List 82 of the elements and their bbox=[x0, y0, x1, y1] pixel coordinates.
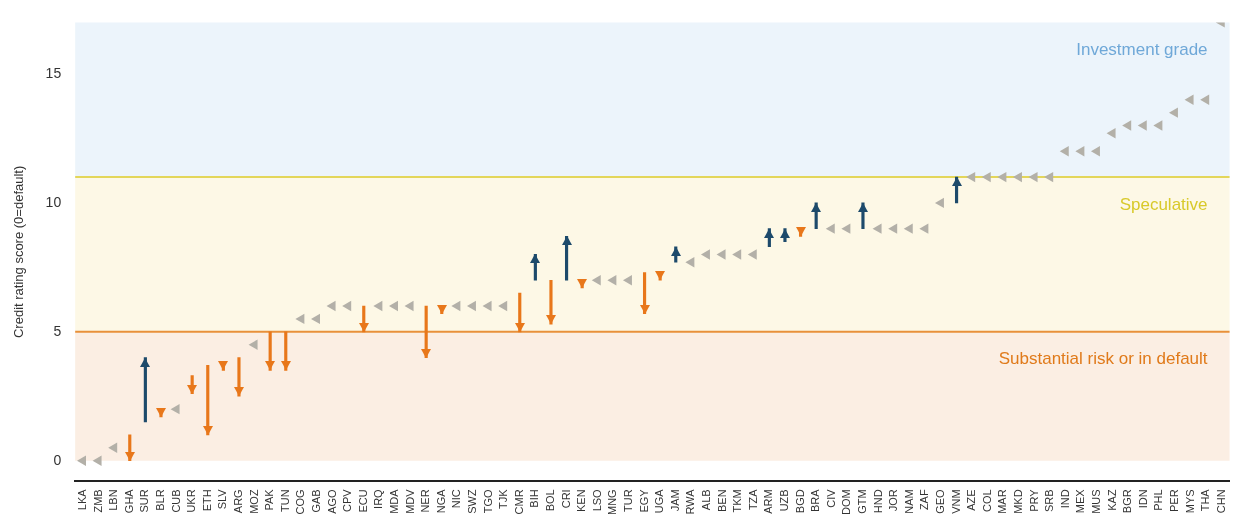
x-tick-label: GAB bbox=[310, 489, 322, 513]
x-tick-label: SWZ bbox=[466, 489, 478, 514]
x-tick-label: CUB bbox=[169, 489, 182, 513]
x-tick-label: AGO bbox=[325, 488, 338, 514]
x-tick-label: BRA bbox=[809, 488, 822, 512]
x-tick-label: GEO bbox=[933, 488, 946, 514]
x-tick-label: JAM bbox=[668, 489, 681, 512]
x-tick-label: TJK bbox=[497, 488, 510, 509]
x-tick-label: ECU bbox=[356, 489, 369, 513]
x-tick-label: ZAF bbox=[918, 489, 931, 511]
x-tick-label: VNM bbox=[949, 489, 962, 514]
x-tick-label: MEX bbox=[1074, 488, 1087, 514]
x-tick-label: IDN bbox=[1136, 489, 1149, 509]
x-tick-label: PAK bbox=[263, 488, 276, 511]
x-tick-label: ALB bbox=[700, 489, 712, 511]
x-tick-label: BEN bbox=[715, 489, 728, 512]
x-tick-label: UKR bbox=[185, 489, 198, 513]
y-tick-label: 10 bbox=[45, 193, 62, 210]
x-tick-label: KEN bbox=[575, 489, 588, 512]
x-tick-label: SLV bbox=[216, 488, 229, 510]
x-tick-label: CPV bbox=[341, 488, 354, 512]
x-tick-label: TUN bbox=[278, 489, 291, 512]
x-tick-label: NER bbox=[419, 489, 432, 513]
x-tick-label: NGA bbox=[434, 488, 447, 514]
x-tick-label: PHL bbox=[1152, 489, 1165, 511]
y-axis-title: Credit rating score (0=default) bbox=[11, 165, 27, 339]
x-tick-label: SRB bbox=[1043, 489, 1056, 512]
x-tick-label: SUR bbox=[138, 489, 151, 513]
x-tick-label: BGD bbox=[793, 489, 806, 514]
x-tick-label: UGA bbox=[653, 488, 666, 514]
x-tick-label: PER bbox=[1167, 489, 1180, 512]
x-tick-label: GHA bbox=[122, 488, 135, 514]
x-tick-label: MUS bbox=[1089, 489, 1102, 514]
x-tick-label: RWA bbox=[684, 488, 697, 515]
x-tick-label: JOR bbox=[887, 489, 900, 512]
x-tick-label: HND bbox=[871, 489, 884, 514]
x-tick-label: LSO bbox=[590, 488, 603, 512]
x-tick-label: UZB bbox=[778, 489, 790, 512]
x-tick-label: MDA bbox=[388, 488, 400, 514]
x-tick-label: GTM bbox=[855, 489, 868, 514]
y-tick-label: 5 bbox=[53, 322, 62, 339]
x-tick-label: BIH bbox=[528, 489, 541, 508]
x-tick-label: COL bbox=[980, 489, 993, 512]
x-tick-label: MKD bbox=[1011, 489, 1024, 514]
x-tick-label: MNG bbox=[606, 489, 619, 516]
x-tick-label: TGO bbox=[481, 488, 494, 514]
x-tick-label: CMR bbox=[512, 489, 525, 515]
x-tick-label: NAM bbox=[902, 489, 915, 514]
x-tick-label: MAR bbox=[996, 489, 1009, 514]
x-tick-label: ARM bbox=[762, 489, 775, 514]
x-tick-label: IRQ bbox=[372, 488, 385, 509]
x-tick-label: CRI bbox=[559, 489, 572, 509]
x-tick-label: KAZ bbox=[1105, 489, 1118, 511]
x-tick-label: MDV bbox=[403, 488, 416, 514]
y-tick-label: 15 bbox=[45, 64, 62, 81]
x-tick-label: ZMB bbox=[91, 489, 104, 513]
x-tick-label: DOM bbox=[840, 489, 853, 516]
x-tick-label: TZA bbox=[746, 488, 759, 511]
y-tick-label: 0 bbox=[53, 451, 62, 468]
x-tick-label: LBN bbox=[107, 489, 120, 511]
x-tick-label: COG bbox=[294, 489, 307, 515]
x-tick-label: ARG bbox=[232, 489, 244, 514]
x-tick-label: PRY bbox=[1027, 488, 1040, 512]
x-tick-label: CHN bbox=[1214, 489, 1227, 514]
x-tick-label: LKA bbox=[76, 488, 88, 511]
x-tick-label: BOL bbox=[544, 489, 556, 512]
x-tick-label: BGR bbox=[1121, 489, 1134, 514]
x-tick-label: MYS bbox=[1183, 489, 1196, 514]
band-label: Speculative bbox=[1119, 194, 1208, 214]
band-label: Investment grade bbox=[1076, 40, 1208, 60]
x-tick-label: TKM bbox=[731, 489, 744, 513]
x-tick-label: BLR bbox=[154, 489, 166, 511]
x-tick-label: TUR bbox=[622, 489, 634, 512]
x-tick-label: EGY bbox=[637, 488, 650, 513]
x-tick-label: AZE bbox=[965, 489, 978, 511]
x-tick-label: CIV bbox=[824, 488, 837, 508]
x-tick-label: NIC bbox=[450, 489, 463, 509]
band-label: Substantial risk or in default bbox=[998, 349, 1208, 369]
x-tick-label: IND bbox=[1058, 489, 1071, 509]
x-tick-label: MOZ bbox=[247, 489, 260, 514]
x-tick-label: ETH bbox=[200, 489, 213, 512]
x-tick-label: THA bbox=[1199, 488, 1212, 512]
